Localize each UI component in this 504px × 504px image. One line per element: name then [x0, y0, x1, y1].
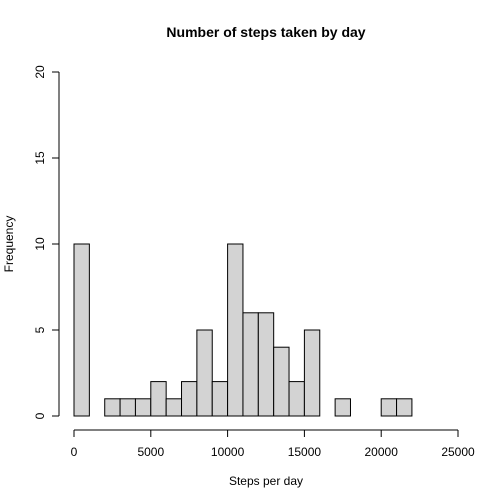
histogram-bar: [227, 243, 244, 417]
histogram-bar: [119, 398, 136, 417]
histogram-bar: [396, 398, 413, 417]
histogram-bar: [196, 329, 213, 417]
bars-group: [73, 243, 413, 417]
histogram-bar: [150, 381, 167, 417]
x-tick-label: 0: [71, 445, 78, 459]
histogram-bar: [73, 243, 90, 417]
y-tick-label: 5: [33, 326, 47, 333]
histogram-bar: [104, 398, 121, 417]
y-tick-label: 10: [33, 237, 47, 251]
histogram-bar: [303, 329, 321, 417]
histogram-bar: [165, 398, 183, 417]
x-ticks-group: 0 5000 10000 15000 20000 25000: [71, 430, 475, 459]
histogram-bar: [134, 398, 152, 417]
x-tick-label: 15000: [288, 445, 322, 459]
x-tick-label: 5000: [137, 445, 164, 459]
histogram-bar: [211, 381, 229, 417]
x-tick-label: 10000: [211, 445, 245, 459]
histogram-bar: [257, 312, 275, 417]
y-axis-label: Frequency: [2, 216, 16, 273]
y-ticks-group: 0 5 10 15 20: [33, 65, 59, 419]
histogram-bar: [273, 346, 290, 417]
histogram-bar: [181, 381, 198, 417]
histogram-bar: [288, 381, 305, 417]
histogram-bar: [242, 312, 259, 417]
histogram-bar: [380, 398, 398, 417]
x-tick-label: 20000: [365, 445, 399, 459]
x-tick-label: 25000: [441, 445, 475, 459]
y-tick-label: 0: [33, 412, 47, 419]
y-tick-label: 20: [33, 65, 47, 79]
x-axis-label: Steps per day: [229, 474, 303, 488]
chart-title: Number of steps taken by day: [166, 24, 365, 40]
y-tick-label: 15: [33, 151, 47, 165]
histogram-bar: [334, 398, 351, 417]
